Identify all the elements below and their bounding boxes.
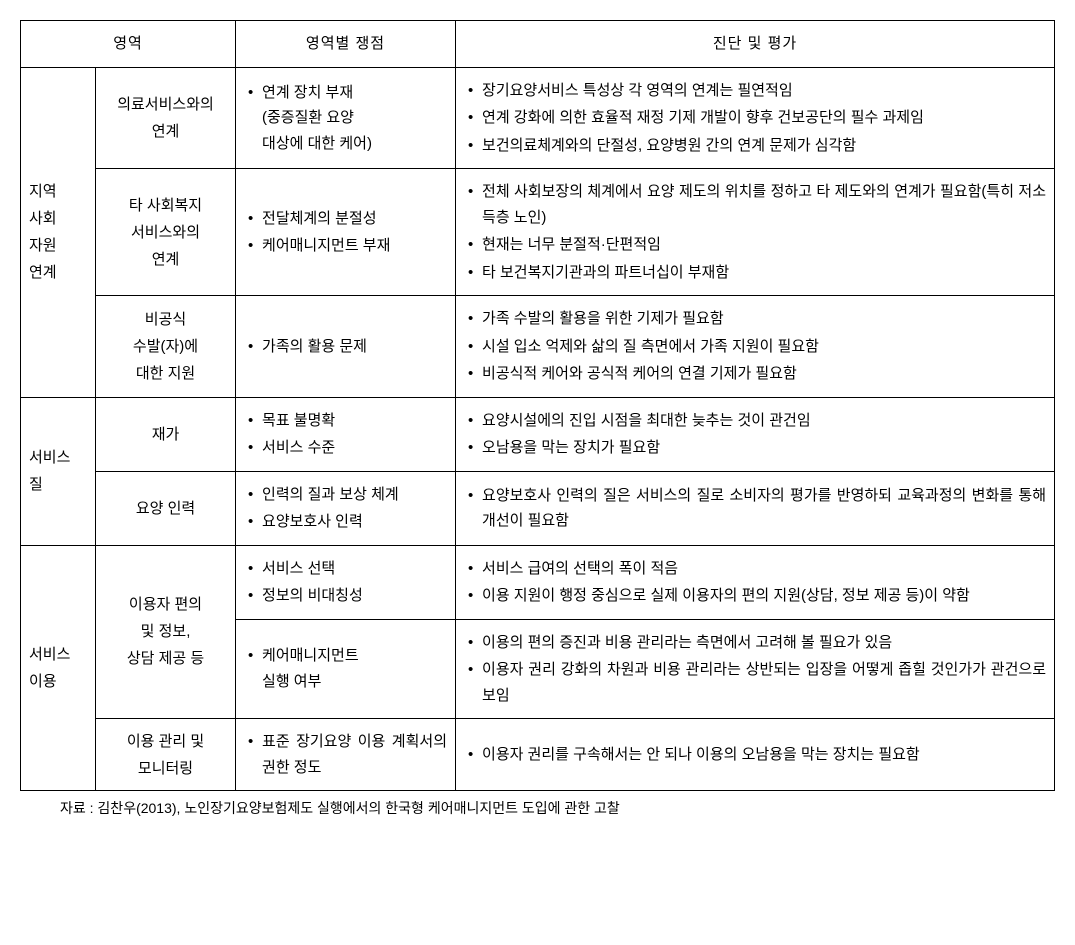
bullet-item: 가족의 활용 문제 bbox=[248, 334, 447, 360]
evaluation-cell: 이용의 편의 증진과 비용 관리라는 측면에서 고려해 볼 필요가 있음이용자 … bbox=[456, 619, 1055, 719]
issues-cell: 인력의 질과 보상 체계요양보호사 인력 bbox=[236, 471, 456, 545]
bullet-item: 요양보호사 인력의 질은 서비스의 질로 소비자의 평가를 반영하되 교육과정의… bbox=[468, 483, 1046, 534]
bullet-item: 이용자 권리를 구속해서는 안 되나 이용의 오남용을 막는 장치는 필요함 bbox=[468, 742, 1046, 768]
bullet-item: 서비스 선택 bbox=[248, 556, 447, 582]
sub-area-cell: 타 사회복지서비스와의연계 bbox=[96, 169, 236, 296]
area-cell: 지역사회자원연계 bbox=[21, 67, 96, 397]
bullet-item: 비공식적 케어와 공식적 케어의 연결 기제가 필요함 bbox=[468, 361, 1046, 387]
table-row: 서비스질재가목표 불명확서비스 수준요양시설에의 진입 시점을 최대한 늦추는 … bbox=[21, 397, 1055, 471]
header-evaluation: 진단 및 평가 bbox=[456, 21, 1055, 68]
table-row: 타 사회복지서비스와의연계전달체계의 분절성케어매니지먼트 부재전체 사회보장의… bbox=[21, 169, 1055, 296]
bullet-item: 이용 지원이 행정 중심으로 실제 이용자의 편의 지원(상담, 정보 제공 등… bbox=[468, 583, 1046, 609]
area-cell: 서비스질 bbox=[21, 397, 96, 545]
evaluation-cell: 이용자 권리를 구속해서는 안 되나 이용의 오남용을 막는 장치는 필요함 bbox=[456, 719, 1055, 791]
bullet-item: 케어매니지먼트실행 여부 bbox=[248, 643, 447, 694]
bullet-item: 정보의 비대칭성 bbox=[248, 583, 447, 609]
sub-area-cell: 비공식수발(자)에대한 지원 bbox=[96, 296, 236, 398]
issues-cell: 서비스 선택정보의 비대칭성 bbox=[236, 545, 456, 619]
sub-area-cell: 의료서비스와의연계 bbox=[96, 67, 236, 169]
area-cell: 서비스이용 bbox=[21, 545, 96, 791]
sub-area-cell: 이용자 편의및 정보,상담 제공 등 bbox=[96, 545, 236, 719]
table-body: 지역사회자원연계의료서비스와의연계연계 장치 부재(중증질환 요양대상에 대한 … bbox=[21, 67, 1055, 791]
sub-area-cell: 재가 bbox=[96, 397, 236, 471]
table-row: 이용 관리 및모니터링표준 장기요양 이용 계획서의 권한 정도 이용자 권리를 … bbox=[21, 719, 1055, 791]
sub-area-cell: 이용 관리 및모니터링 bbox=[96, 719, 236, 791]
issues-cell: 케어매니지먼트실행 여부 bbox=[236, 619, 456, 719]
issues-cell: 연계 장치 부재(중증질환 요양대상에 대한 케어) bbox=[236, 67, 456, 169]
header-issues: 영역별 쟁점 bbox=[236, 21, 456, 68]
main-table: 영역 영역별 쟁점 진단 및 평가 지역사회자원연계의료서비스와의연계연계 장치… bbox=[20, 20, 1055, 791]
table-row: 서비스이용이용자 편의및 정보,상담 제공 등서비스 선택정보의 비대칭성서비스… bbox=[21, 545, 1055, 619]
bullet-item: 연계 강화에 의한 효율적 재정 기제 개발이 향후 건보공단의 필수 과제임 bbox=[468, 105, 1046, 131]
bullet-item: 전체 사회보장의 체계에서 요양 제도의 위치를 정하고 타 제도와의 연계가 … bbox=[468, 179, 1046, 230]
bullet-item: 장기요양서비스 특성상 각 영역의 연계는 필연적임 bbox=[468, 78, 1046, 104]
bullet-item: 현재는 너무 분절적·단편적임 bbox=[468, 232, 1046, 258]
table-row: 요양 인력인력의 질과 보상 체계요양보호사 인력요양보호사 인력의 질은 서비… bbox=[21, 471, 1055, 545]
bullet-item: 시설 입소 억제와 삶의 질 측면에서 가족 지원이 필요함 bbox=[468, 334, 1046, 360]
bullet-item: 이용자 권리 강화의 차원과 비용 관리라는 상반되는 입장을 어떻게 좁힐 것… bbox=[468, 657, 1046, 708]
issues-cell: 가족의 활용 문제 bbox=[236, 296, 456, 398]
bullet-item: 인력의 질과 보상 체계 bbox=[248, 482, 447, 508]
bullet-item: 요양보호사 인력 bbox=[248, 509, 447, 535]
evaluation-cell: 요양시설에의 진입 시점을 최대한 늦추는 것이 관건임오남용을 막는 장치가 … bbox=[456, 397, 1055, 471]
bullet-item: 전달체계의 분절성 bbox=[248, 206, 447, 232]
evaluation-cell: 서비스 급여의 선택의 폭이 적음이용 지원이 행정 중심으로 실제 이용자의 … bbox=[456, 545, 1055, 619]
bullet-item: 오남용을 막는 장치가 필요함 bbox=[468, 435, 1046, 461]
bullet-item: 보건의료체계와의 단절성, 요양병원 간의 연계 문제가 심각함 bbox=[468, 133, 1046, 159]
bullet-item: 케어매니지먼트 부재 bbox=[248, 233, 447, 259]
evaluation-cell: 장기요양서비스 특성상 각 영역의 연계는 필연적임연계 강화에 의한 효율적 … bbox=[456, 67, 1055, 169]
sub-area-cell: 요양 인력 bbox=[96, 471, 236, 545]
header-row: 영역 영역별 쟁점 진단 및 평가 bbox=[21, 21, 1055, 68]
issues-cell: 목표 불명확서비스 수준 bbox=[236, 397, 456, 471]
bullet-item: 타 보건복지기관과의 파트너십이 부재함 bbox=[468, 260, 1046, 286]
bullet-item: 서비스 급여의 선택의 폭이 적음 bbox=[468, 556, 1046, 582]
bullet-item: 표준 장기요양 이용 계획서의 권한 정도 bbox=[248, 729, 447, 780]
table-row: 비공식수발(자)에대한 지원 가족의 활용 문제 가족 수발의 활용을 위한 기제가… bbox=[21, 296, 1055, 398]
bullet-item: 가족 수발의 활용을 위한 기제가 필요함 bbox=[468, 306, 1046, 332]
issues-cell: 표준 장기요양 이용 계획서의 권한 정도 bbox=[236, 719, 456, 791]
issues-cell: 전달체계의 분절성케어매니지먼트 부재 bbox=[236, 169, 456, 296]
source-citation: 자료 : 김찬우(2013), 노인장기요양보험제도 실행에서의 한국형 케어매… bbox=[20, 797, 1055, 821]
bullet-item: 이용의 편의 증진과 비용 관리라는 측면에서 고려해 볼 필요가 있음 bbox=[468, 630, 1046, 656]
bullet-item: 요양시설에의 진입 시점을 최대한 늦추는 것이 관건임 bbox=[468, 408, 1046, 434]
evaluation-cell: 전체 사회보장의 체계에서 요양 제도의 위치를 정하고 타 제도와의 연계가 … bbox=[456, 169, 1055, 296]
bullet-item: 목표 불명확 bbox=[248, 408, 447, 434]
bullet-item: 서비스 수준 bbox=[248, 435, 447, 461]
evaluation-cell: 가족 수발의 활용을 위한 기제가 필요함시설 입소 억제와 삶의 질 측면에서… bbox=[456, 296, 1055, 398]
evaluation-cell: 요양보호사 인력의 질은 서비스의 질로 소비자의 평가를 반영하되 교육과정의… bbox=[456, 471, 1055, 545]
table-row: 지역사회자원연계의료서비스와의연계연계 장치 부재(중증질환 요양대상에 대한 … bbox=[21, 67, 1055, 169]
header-area: 영역 bbox=[21, 21, 236, 68]
table-container: 영역 영역별 쟁점 진단 및 평가 지역사회자원연계의료서비스와의연계연계 장치… bbox=[20, 20, 1055, 821]
bullet-item: 연계 장치 부재(중증질환 요양대상에 대한 케어) bbox=[248, 80, 447, 157]
